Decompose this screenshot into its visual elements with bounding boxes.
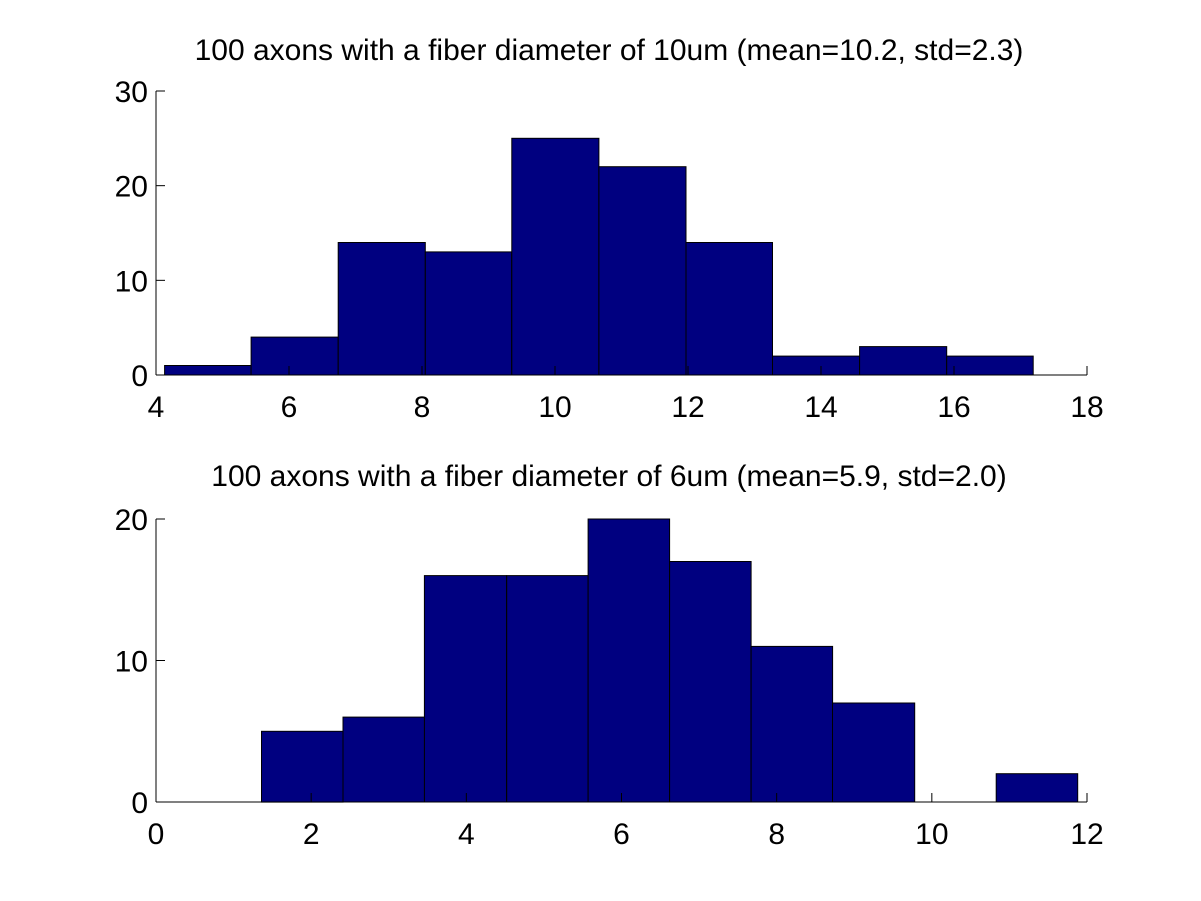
chart-top-x-tick-label-7: 18 [1070, 391, 1103, 424]
chart-bottom-title: 100 axons with a fiber diameter of 6um (… [211, 460, 1006, 493]
chart-bottom-bar-4 [587, 518, 671, 803]
chart-top-bar-3 [424, 251, 513, 376]
chart-top-x-tick-label-5: 14 [804, 391, 837, 424]
chart-bottom-bar-1 [342, 716, 425, 803]
chart-bottom-bar-7 [832, 702, 916, 803]
chart-top-x-tick-label-3: 10 [538, 391, 571, 424]
chart-bottom-x-tick-label-0: 0 [148, 818, 165, 851]
chart-top-bars [164, 137, 1034, 376]
chart-top: 100 axons with a fiber diameter of 10um … [115, 34, 1104, 424]
chart-bottom-bar-3 [506, 575, 589, 803]
chart-top-axes: 4 6 8 10 12 14 16 18 0 10 20 30 [115, 76, 1104, 424]
chart-bottom-x-tick-label-6: 12 [1070, 818, 1103, 851]
chart-bottom-y-tick-label-0: 0 [131, 787, 148, 820]
chart-bottom: 100 axons with a fiber diameter of 6um (… [115, 460, 1104, 851]
chart-top-y-tick-label-0: 0 [131, 360, 148, 393]
chart-top-y-tick-label-1: 10 [115, 265, 148, 298]
chart-top-bar-6 [685, 242, 773, 376]
chart-top-bar-2 [337, 242, 426, 376]
chart-top-title: 100 axons with a fiber diameter of 10um … [195, 34, 1024, 67]
chart-bottom-x-tick-label-1: 2 [303, 818, 320, 851]
chart-bottom-y-tick-label-2: 20 [115, 504, 148, 537]
chart-top-bar-0 [164, 365, 252, 376]
chart-bottom-bar-6 [750, 645, 834, 803]
chart-top-x-tick-label-4: 12 [671, 391, 704, 424]
chart-bottom-x-tick-label-2: 4 [458, 818, 475, 851]
chart-bottom-bar-2 [423, 575, 508, 803]
chart-bottom-bar-5 [669, 561, 752, 803]
chart-top-bar-9 [946, 355, 1034, 376]
chart-bottom-bar-9 [995, 773, 1079, 803]
chart-top-bar-7 [772, 355, 861, 376]
chart-top-x-tick-label-6: 16 [937, 391, 970, 424]
chart-bottom-x-tick-label-5: 10 [915, 818, 948, 851]
chart-top-y-tick-label-3: 30 [115, 76, 148, 109]
chart-bottom-bars [261, 518, 1079, 803]
chart-top-bar-4 [511, 137, 600, 376]
chart-top-x-tick-label-0: 4 [148, 391, 165, 424]
chart-bottom-bar-0 [261, 730, 344, 803]
chart-bottom-y-tick-label-1: 10 [115, 646, 148, 679]
chart-top-x-tick-label-2: 8 [414, 391, 431, 424]
chart-top-y-tick-label-2: 20 [115, 171, 148, 204]
chart-top-bar-1 [250, 336, 339, 376]
chart-top-bar-8 [859, 346, 948, 376]
chart-bottom-axes: 0 2 4 6 8 10 12 0 10 20 [115, 504, 1104, 851]
chart-bottom-x-tick-label-3: 6 [613, 818, 630, 851]
chart-top-bar-5 [598, 166, 687, 376]
chart-top-x-tick-label-1: 6 [281, 391, 298, 424]
chart-bottom-x-tick-label-4: 8 [768, 818, 785, 851]
